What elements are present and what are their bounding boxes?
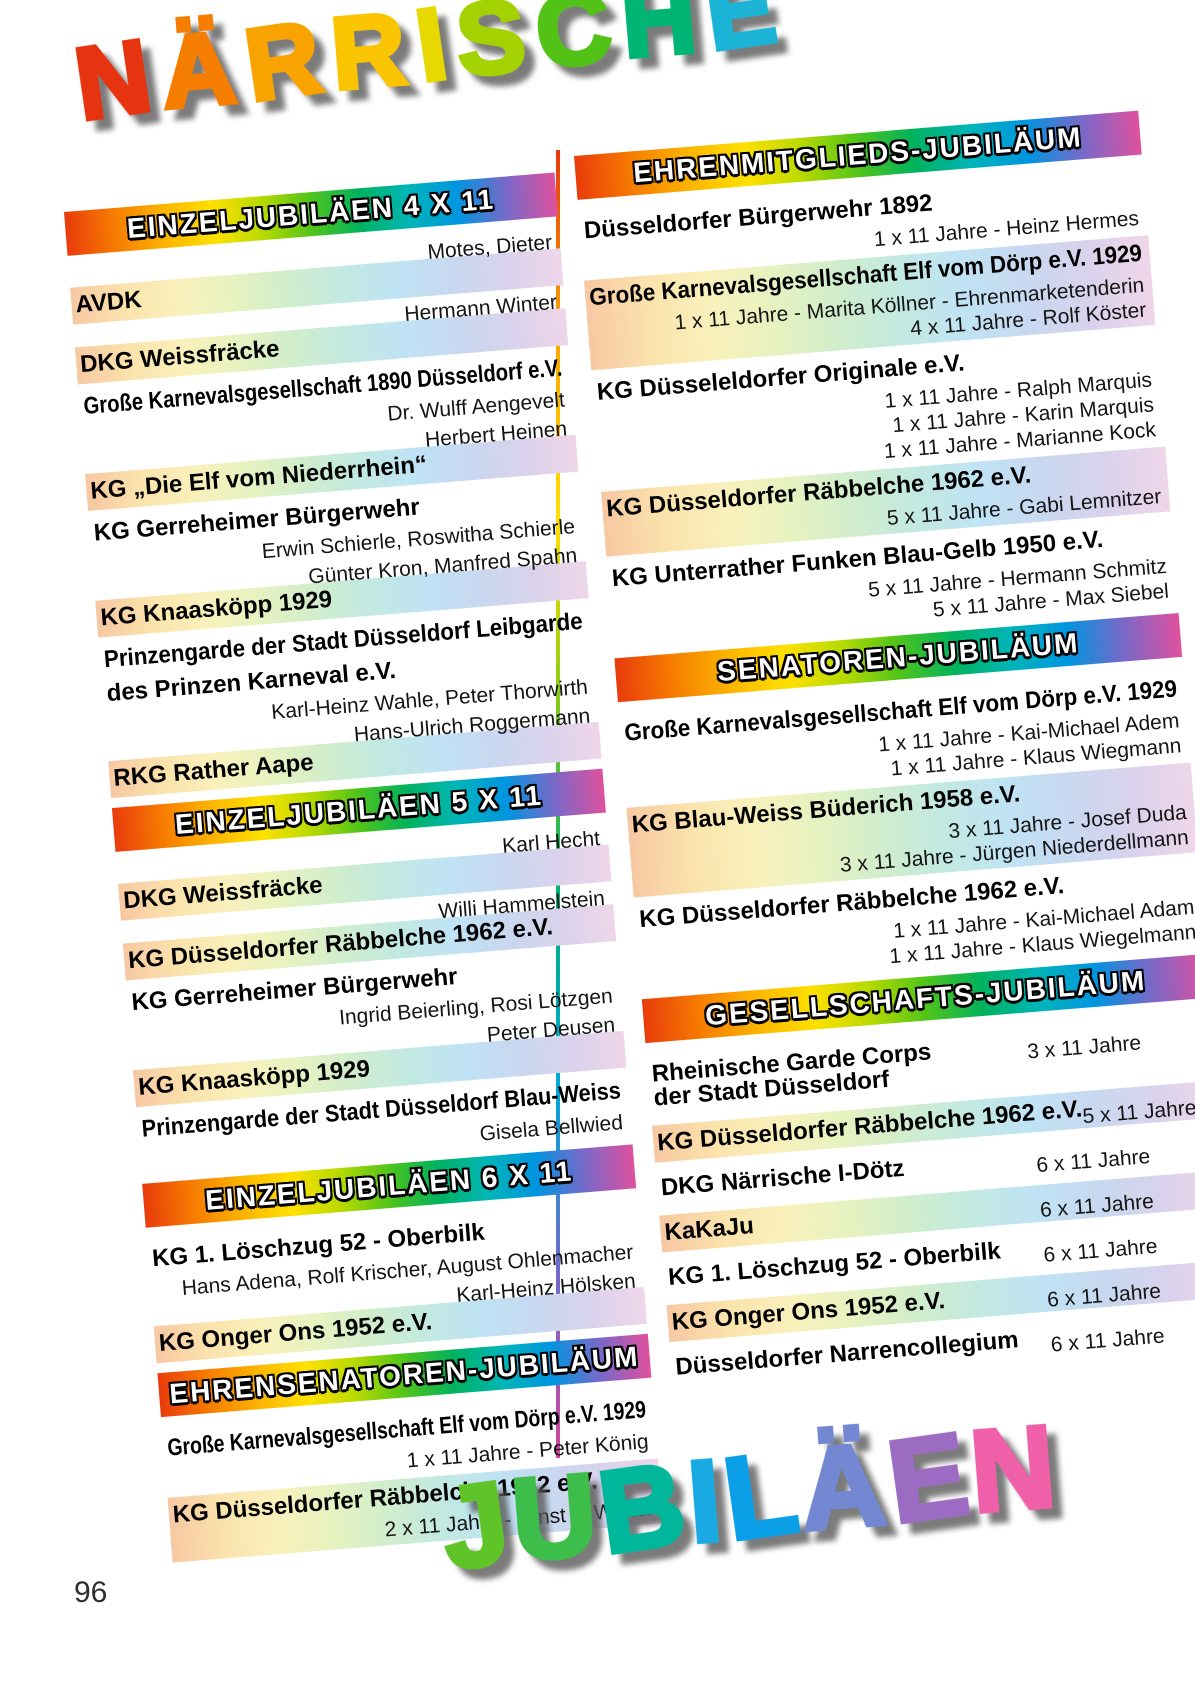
club-name-text: KaKaJu	[663, 1212, 755, 1247]
title-letter: R	[236, 0, 342, 125]
title-letter: B	[589, 1434, 700, 1580]
jubilee-years: 6 x 11 Jahre	[1042, 1234, 1159, 1267]
jubilee-years: 6 x 11 Jahre	[1035, 1145, 1152, 1178]
title-letter: Ä	[154, 7, 254, 133]
jubilee-years: 6 x 11 Jahre	[1049, 1324, 1166, 1357]
jubilee-years: 6 x 11 Jahre	[1039, 1189, 1155, 1222]
right-column: EHRENMITGLIEDS-JUBILÄUM Düsseldorfer Bürg…	[574, 110, 1195, 1395]
jubilee-years: 3 x 11 Jahre	[1026, 1031, 1142, 1064]
title-letter: L	[714, 1423, 812, 1567]
jubilee-years: 6 x 11 Jahre	[1046, 1279, 1162, 1312]
title-letter: Ä	[793, 1416, 897, 1558]
title-letter: U	[504, 1446, 608, 1588]
title-letter: N	[964, 1398, 1068, 1540]
title-letter: E	[878, 1405, 983, 1550]
jubilee-years: 5 x 11 Jahre	[1081, 1096, 1195, 1129]
left-column: EINZELJUBILÄEN 4 X 11 Motes, Dieter AVDK He…	[64, 172, 664, 1568]
title-letter: R	[324, 0, 424, 114]
club-name-text: KG Onger Ons 1952 e.V.	[670, 1286, 946, 1336]
page-title-naerrische: NÄRRISCHE	[66, 0, 797, 144]
title-letter: E	[696, 0, 797, 74]
title-letter: N	[66, 14, 172, 144]
club-name-text: DKG Närrische I-Dötz	[659, 1154, 906, 1202]
title-letter: H	[614, 0, 714, 82]
title-letter: S	[450, 0, 544, 100]
title-letter: C	[526, 0, 632, 93]
page-number: 96	[74, 1576, 108, 1609]
